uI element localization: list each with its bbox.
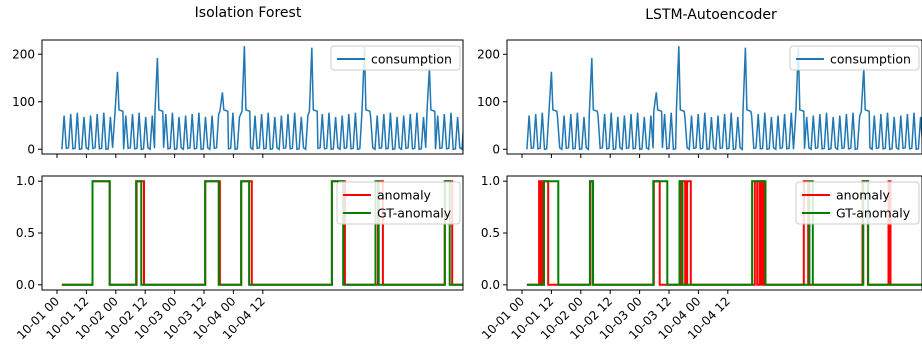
y-tick-label: 0.0 [16, 278, 35, 292]
plot-area [526, 180, 922, 286]
y-tick-label: 0.5 [481, 226, 500, 240]
series-line-gt-anomaly [61, 180, 463, 286]
y-tick-label: 1.0 [481, 174, 500, 188]
y-tick-label: 0.5 [16, 226, 35, 240]
y-tick-label: 1.0 [16, 174, 35, 188]
plot-area [61, 180, 463, 286]
y-tick-label: 200 [12, 47, 35, 61]
series-line-gt-anomaly [526, 180, 922, 286]
y-tick-label: 200 [477, 47, 500, 61]
plot-panel-consumption: 0 100 200 consumption [12, 39, 464, 158]
legend-box [789, 45, 920, 71]
legend-label: anomaly [377, 188, 432, 203]
series-line-consumption [61, 46, 463, 151]
series-line-consumption [526, 46, 922, 151]
legend: consumption [789, 45, 920, 71]
legend-label: GT-anomaly [377, 206, 452, 221]
legend: anomaly GT-anomaly [795, 181, 920, 225]
legend-label: consumption [830, 52, 911, 67]
plot-area [526, 46, 922, 151]
plot-panel-consumption: 0 100 200 consumption [477, 39, 922, 158]
y-tick-label: 100 [12, 95, 35, 109]
legend-label: anomaly [836, 188, 891, 203]
axes-frame [41, 39, 464, 155]
y-tick-label: 100 [477, 95, 500, 109]
axes-frame [506, 175, 922, 291]
legend-box [330, 45, 461, 71]
left-chart-title: Isolation Forest [195, 5, 302, 21]
legend: anomaly GT-anomaly [336, 181, 461, 225]
plot-area [61, 46, 463, 151]
y-tick-label: 0.0 [481, 278, 500, 292]
axes-frame [41, 175, 464, 291]
right-chart-title: LSTM-Autoencoder [645, 7, 777, 23]
legend-label: GT-anomaly [836, 206, 911, 221]
legend-label: consumption [371, 52, 452, 67]
axes-frame [506, 39, 922, 155]
y-tick-label: 0 [27, 142, 35, 156]
legend: consumption [330, 45, 461, 71]
y-tick-label: 0 [492, 142, 500, 156]
